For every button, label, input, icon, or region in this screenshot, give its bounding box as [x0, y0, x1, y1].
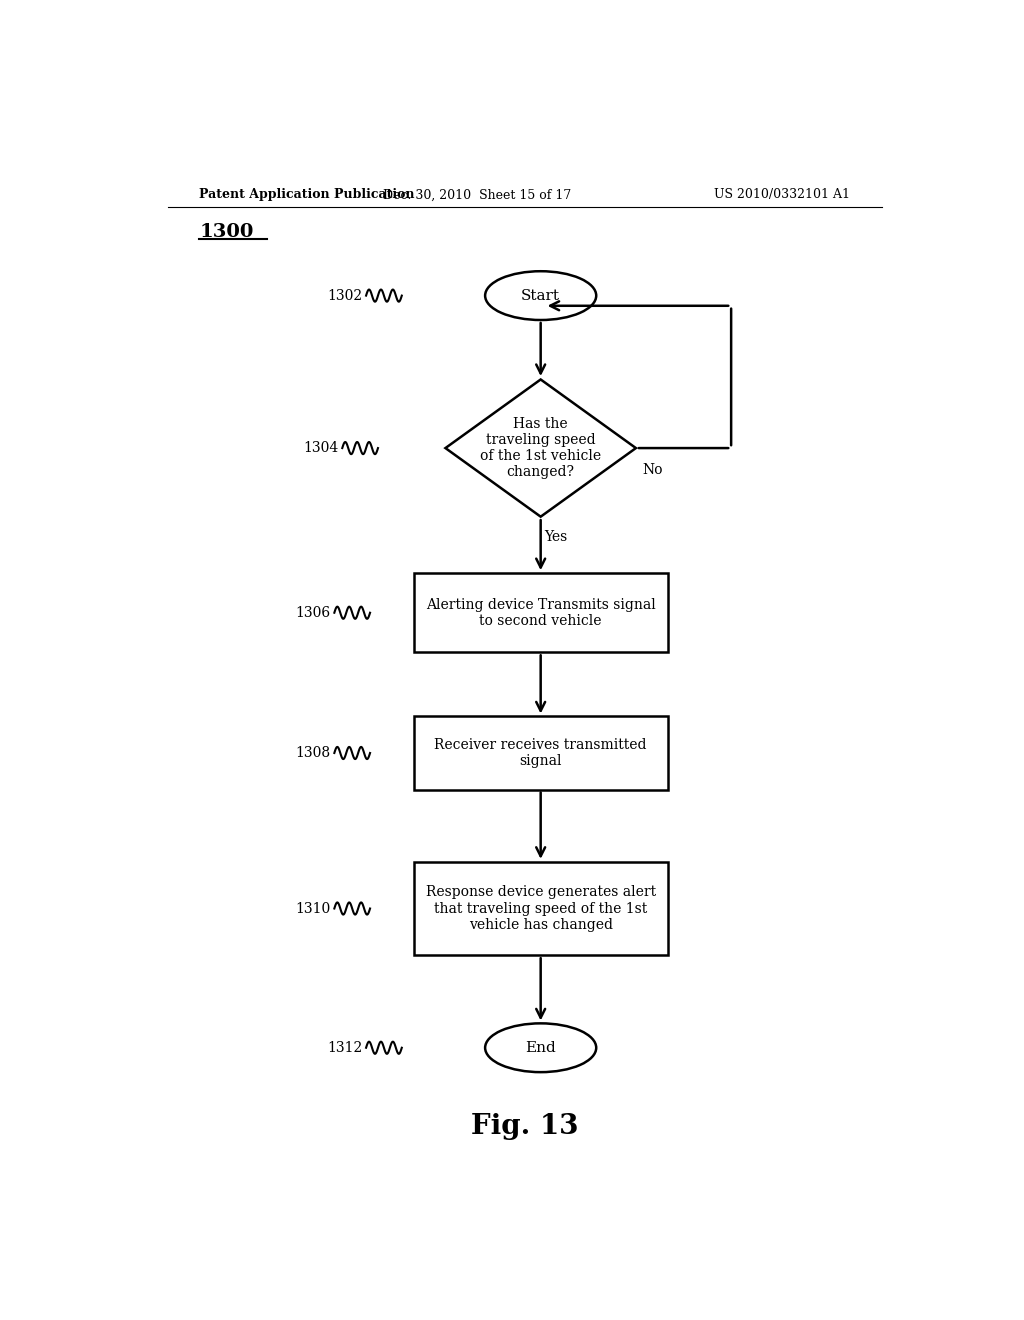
Text: Yes: Yes — [545, 531, 568, 544]
Text: Response device generates alert
that traveling speed of the 1st
vehicle has chan: Response device generates alert that tra… — [426, 886, 655, 932]
Text: Receiver receives transmitted
signal: Receiver receives transmitted signal — [434, 738, 647, 768]
Text: Patent Application Publication: Patent Application Publication — [200, 189, 415, 202]
Text: Alerting device Transmits signal
to second vehicle: Alerting device Transmits signal to seco… — [426, 598, 655, 628]
Text: 1308: 1308 — [295, 746, 331, 760]
FancyBboxPatch shape — [414, 862, 668, 956]
Text: 1300: 1300 — [200, 223, 254, 240]
FancyBboxPatch shape — [414, 573, 668, 652]
Text: Dec. 30, 2010  Sheet 15 of 17: Dec. 30, 2010 Sheet 15 of 17 — [383, 189, 571, 202]
FancyBboxPatch shape — [414, 717, 668, 789]
Text: No: No — [642, 463, 663, 478]
Text: Fig. 13: Fig. 13 — [471, 1113, 579, 1139]
Polygon shape — [445, 379, 636, 516]
Text: 1306: 1306 — [295, 606, 331, 619]
Text: 1310: 1310 — [295, 902, 331, 916]
Text: 1302: 1302 — [327, 289, 362, 302]
Text: Has the
traveling speed
of the 1st vehicle
changed?: Has the traveling speed of the 1st vehic… — [480, 417, 601, 479]
Text: 1312: 1312 — [327, 1040, 362, 1055]
Ellipse shape — [485, 271, 596, 319]
Text: Start: Start — [521, 289, 560, 302]
Ellipse shape — [485, 1023, 596, 1072]
Text: 1304: 1304 — [303, 441, 338, 455]
Text: US 2010/0332101 A1: US 2010/0332101 A1 — [714, 189, 850, 202]
Text: End: End — [525, 1040, 556, 1055]
